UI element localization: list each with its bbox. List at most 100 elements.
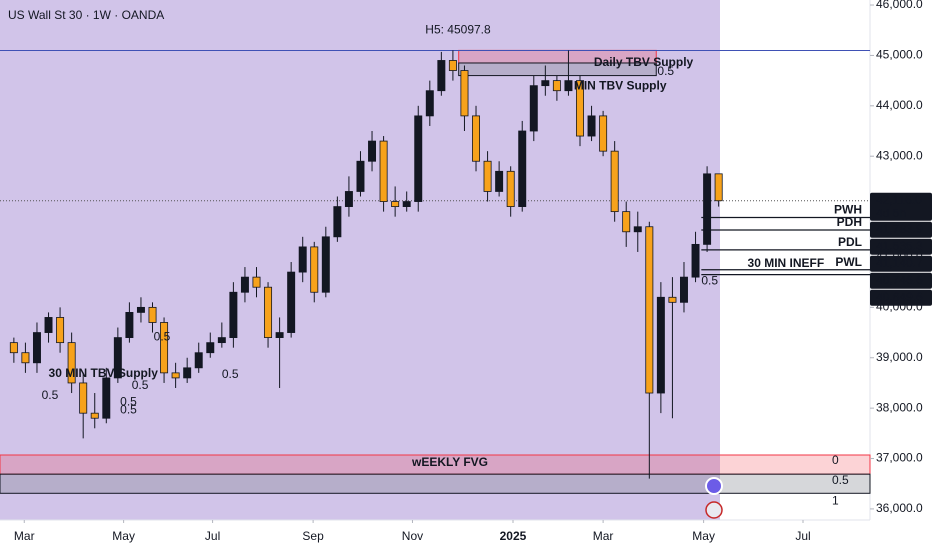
candle-body: [240, 276, 249, 293]
candle-body: [79, 382, 88, 414]
candle-body: [552, 80, 561, 92]
candle-body: [160, 322, 169, 374]
y-tick-label: 38,000.0: [876, 400, 923, 414]
candle-body: [206, 342, 215, 354]
y-tick-label: 39,000.0: [876, 350, 923, 364]
annotation: 1 MIN TBV Supply: [564, 78, 667, 92]
candle-body: [529, 85, 538, 132]
price-tag: [870, 289, 932, 306]
candle-body: [298, 246, 307, 273]
chart-title: US Wall St 30 · 1W · OANDA: [8, 8, 164, 22]
candle-body: [576, 80, 584, 137]
candle-body: [171, 372, 180, 379]
price-tag: [870, 255, 932, 272]
candle-body: [414, 115, 423, 202]
annotation: 0.5: [120, 394, 137, 408]
x-tick-label: 2025: [500, 529, 527, 543]
candle-body: [460, 70, 469, 117]
x-tick-label: Mar: [14, 529, 35, 543]
zone-lower: [458, 62, 657, 77]
candle-body: [368, 140, 377, 162]
annotation: 0.5: [132, 378, 149, 392]
y-tick-label: 43,000.0: [876, 148, 923, 162]
candle-body: [148, 306, 157, 323]
candle-body: [437, 60, 446, 92]
candle-body: [645, 226, 654, 394]
candle-body: [9, 342, 18, 354]
price-tag-label: 41,140.7: [876, 256, 923, 270]
price-tag: [870, 272, 932, 289]
candle-body: [194, 352, 203, 369]
fib-label: 0.5: [832, 473, 849, 487]
level-label: PDL: [838, 235, 862, 249]
candle-body: [472, 115, 480, 162]
candle-body: [44, 317, 53, 333]
candle-body: [610, 150, 619, 213]
session-background: [0, 0, 720, 520]
candle-body: [356, 160, 365, 192]
price-tag: [870, 221, 932, 238]
price-tag-countdown: 4d 5h: [876, 206, 906, 220]
candle-body: [622, 211, 631, 233]
candle-body: [668, 296, 677, 303]
candle-body: [217, 337, 226, 344]
annotation: 0.5: [120, 402, 137, 416]
y-tick-label: 46,000.0: [876, 0, 923, 11]
candle-body: [391, 201, 400, 207]
candle-body: [321, 236, 330, 293]
x-tick-label: Jul: [205, 529, 220, 543]
candle-body: [125, 312, 134, 338]
candle-body: [691, 243, 700, 278]
price-tag-label: 41,783.9: [876, 222, 923, 236]
candle-body: [275, 332, 284, 338]
annotation: 30 MIN INEFF: [748, 256, 825, 270]
annotation: 0.5: [222, 367, 239, 381]
annotation: 0.5: [701, 273, 718, 287]
y-tick-label: 44,000.0: [876, 98, 923, 112]
candle-body: [541, 80, 550, 87]
flag-icon: [705, 501, 723, 519]
annotation: 0.5: [657, 64, 674, 78]
event-icon: [705, 477, 723, 495]
candle-body: [90, 412, 99, 419]
level-label: PDH: [837, 215, 862, 229]
candle-body: [287, 271, 296, 333]
x-tick-label: Sep: [302, 529, 324, 543]
y-tick-label: 45,000.0: [876, 48, 923, 62]
y-tick-label: 37,000.0: [876, 451, 923, 465]
price-tag: [870, 192, 932, 221]
annotation: Daily TBV Supply: [594, 55, 694, 69]
high-line-label: H5: 45097.8: [425, 23, 491, 37]
level-label: PWH: [834, 203, 862, 217]
candle-body: [506, 170, 515, 207]
candle-body: [102, 377, 111, 419]
candle-body: [483, 160, 492, 192]
candle-body: [599, 115, 608, 152]
candle-body: [402, 201, 411, 207]
candle-body: [333, 206, 342, 238]
candle-body: [67, 342, 76, 384]
fib-label: 1: [832, 494, 839, 508]
candle-body: [136, 306, 145, 313]
candle-body: [656, 296, 665, 394]
candle-body: [714, 173, 723, 202]
candle-body: [587, 115, 596, 137]
candle-body: [56, 317, 65, 344]
candle-body: [252, 276, 261, 288]
candle-body: [32, 332, 41, 364]
candle-body: [703, 173, 712, 245]
x-tick-label: Mar: [593, 529, 614, 543]
candle-body: [264, 286, 273, 338]
candle-body: [183, 367, 192, 379]
candle-body: [495, 170, 504, 192]
x-tick-label: May: [112, 529, 135, 543]
candle-body: [680, 276, 688, 303]
candle-body: [448, 60, 457, 71]
x-tick-label: Jul: [795, 529, 810, 543]
price-tag-label: 40,649.6: [876, 290, 923, 304]
candle-body: [344, 191, 353, 207]
y-tick-label: 36,000.0: [876, 501, 923, 515]
fib-label: 0: [832, 453, 839, 467]
x-tick-label: Nov: [402, 529, 423, 543]
